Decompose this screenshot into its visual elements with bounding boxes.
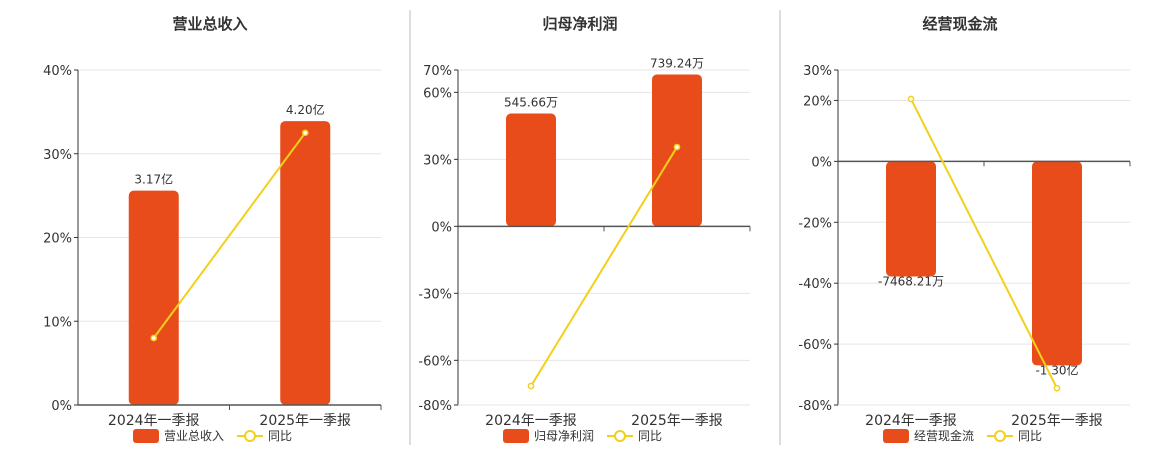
- yoy-point-2: [673, 143, 681, 151]
- bar-1: [886, 161, 936, 277]
- bar-1: [128, 190, 179, 405]
- x-category-label: 2025年一季报: [631, 413, 723, 429]
- y-tick-label: 10%: [43, 315, 72, 330]
- bar-value-label: 739.24万: [650, 56, 704, 70]
- legend-bar-label: 归母净利润: [534, 429, 594, 443]
- legend-bar-swatch: [503, 429, 529, 443]
- yoy-line: [910, 98, 1058, 389]
- y-tick-label: -80%: [418, 399, 452, 414]
- legend-bar-swatch: [883, 429, 909, 443]
- legend-line-marker: [244, 430, 256, 442]
- bar-value-label: -7468.21万: [878, 274, 944, 288]
- chart-panel-3: 经营现金流 -80% -60% -40% -20% 0% 20% 30% -7468.21万 -1…: [798, 15, 1131, 443]
- chart-panel-1: 营业总收入 0% 10% 20% 30% 40% 3.17亿 4.20亿 2024年一季报 202…: [43, 15, 382, 443]
- y-tick-label: -40%: [798, 277, 832, 292]
- y-tick-label: 60%: [423, 86, 452, 101]
- bar-value-label: 3.17亿: [134, 172, 173, 187]
- y-tick-label: 0%: [811, 155, 832, 170]
- yoy-line: [530, 146, 678, 387]
- x-category-label: 2025年一季报: [1011, 413, 1103, 429]
- bar-2: [280, 121, 331, 406]
- legend[interactable]: 归母净利润 同比: [503, 429, 662, 443]
- legend-line-label: 同比: [638, 429, 662, 443]
- legend-bar-label: 营业总收入: [164, 429, 224, 443]
- yoy-point-1: [907, 95, 915, 103]
- y-tick-label: 70%: [423, 64, 452, 79]
- y-tick-label: 40%: [43, 64, 72, 79]
- legend[interactable]: 营业总收入 同比: [133, 429, 292, 443]
- y-tick-label: 20%: [803, 94, 832, 109]
- yoy-point-2: [1053, 384, 1061, 392]
- y-tick-label: 30%: [423, 153, 452, 168]
- chart-title: 经营现金流: [922, 15, 997, 33]
- bar-value-label: 4.20亿: [286, 102, 325, 117]
- y-tick-label: -80%: [798, 399, 832, 414]
- y-tick-label: -60%: [798, 338, 832, 353]
- legend[interactable]: 经营现金流 同比: [883, 428, 1042, 443]
- yoy-point-1: [527, 382, 535, 390]
- legend-bar-label: 经营现金流: [914, 428, 974, 443]
- yoy-line: [152, 132, 307, 339]
- x-category-label: 2024年一季报: [485, 413, 577, 429]
- legend-line-marker: [994, 430, 1006, 442]
- legend-line-label: 同比: [1018, 429, 1042, 443]
- legend-bar-swatch: [133, 429, 159, 443]
- bar-1: [506, 113, 556, 227]
- x-category-label: 2025年一季报: [259, 413, 351, 429]
- yoy-point-1: [150, 334, 158, 342]
- y-tick-label: -60%: [418, 354, 452, 369]
- bar-value-label: -1.30亿: [1035, 362, 1078, 377]
- y-tick-label: 0%: [51, 399, 72, 414]
- legend-line-label: 同比: [268, 429, 292, 443]
- chart-title: 营业总收入: [172, 15, 247, 33]
- y-tick-label: 30%: [803, 64, 832, 79]
- y-tick-label: 20%: [43, 232, 72, 247]
- legend-line-marker: [614, 430, 626, 442]
- y-tick-label: 0%: [431, 220, 452, 235]
- yoy-point-2: [301, 129, 309, 137]
- bar-value-label: 545.66万: [504, 96, 558, 110]
- x-category-label: 2024年一季报: [865, 413, 957, 429]
- bar-2: [1032, 161, 1082, 366]
- y-tick-label: 30%: [43, 148, 72, 163]
- chart-title: 归母净利润: [542, 15, 617, 33]
- x-category-label: 2024年一季报: [108, 413, 200, 429]
- y-tick-label: -30%: [418, 287, 452, 302]
- y-tick-label: -20%: [798, 216, 832, 231]
- chart-panel-2: 归母净利润 -80% -60% -30% 0% 30% 60% 70% 545.66万 739.2…: [418, 15, 751, 443]
